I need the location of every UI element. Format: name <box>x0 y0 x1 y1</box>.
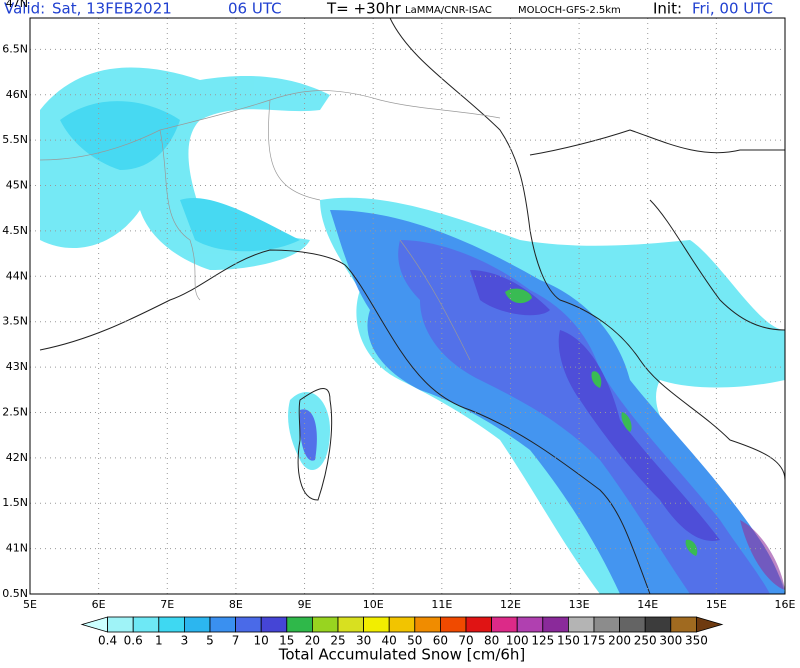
borders <box>39 90 501 361</box>
lat-label: 47N <box>6 0 28 10</box>
lon-label: 10E <box>363 598 384 611</box>
model: MOLOCH-GFS-2.5km <box>518 5 621 16</box>
init-label: Init: <box>653 0 682 18</box>
colorbar-label: 3 <box>181 634 189 648</box>
map-area <box>30 18 785 594</box>
colorbar-label: 1 <box>155 634 163 648</box>
colorbar-label: 300 <box>659 634 682 648</box>
lat-label: 44N <box>6 269 28 282</box>
colorbar-box <box>132 616 160 633</box>
colorbar-box <box>516 616 544 633</box>
lon-label: 5E <box>23 598 37 611</box>
colorbar-box <box>183 616 211 633</box>
lat-label: 6.5N <box>2 42 28 55</box>
colorbar-arrow <box>696 616 724 633</box>
colorbar-label: 7 <box>232 634 240 648</box>
lat-label: 1.5N <box>2 496 28 509</box>
lon-label: 7E <box>160 598 174 611</box>
institution: LaMMA/CNR-ISAC <box>405 5 492 16</box>
colorbar-label: 70 <box>458 634 473 648</box>
colorbar-box <box>363 616 390 633</box>
map-frame <box>29 17 786 595</box>
colorbar-box <box>311 616 339 633</box>
colorbar-label: 30 <box>356 634 371 648</box>
colorbar-box <box>542 616 569 633</box>
lat-label: 3.5N <box>2 315 28 328</box>
colorbar-box <box>414 616 441 633</box>
lead-time: T= +30hr <box>326 0 402 18</box>
colorbar-label: 20 <box>305 634 320 648</box>
valid-date: Sat, 13FEB2021 <box>52 0 172 18</box>
colorbar-label: 0.6 <box>124 634 143 648</box>
snow-field <box>40 67 785 594</box>
init-time: Fri, 00 UTC <box>692 0 773 18</box>
colorbar-label: 5 <box>206 634 214 648</box>
colorbar-box <box>286 616 313 633</box>
colorbar-label: 350 <box>685 634 708 648</box>
colorbar-label: 25 <box>330 634 345 648</box>
colorbar-label: 15 <box>279 634 294 648</box>
lon-label: 9E <box>298 598 312 611</box>
colorbar-box <box>260 616 288 633</box>
colorbar-label: 50 <box>407 634 422 648</box>
lat-label: 4.5N <box>2 224 28 237</box>
lat-label: 43N <box>6 360 28 373</box>
colorbar-box <box>209 616 237 633</box>
lon-label: 12E <box>500 598 521 611</box>
colorbar-box <box>337 616 365 633</box>
colorbar-label: 125 <box>531 634 554 648</box>
colorbar-label: 0.4 <box>98 634 117 648</box>
colorbar-box <box>593 616 621 633</box>
colorbar-title: Total Accumulated Snow [cm/6h] <box>278 646 526 664</box>
lon-label: 11E <box>431 598 452 611</box>
lon-label: 8E <box>229 598 243 611</box>
colorbar-box <box>568 616 595 633</box>
lat-label: 41N <box>6 542 28 555</box>
colorbar-label: 80 <box>484 634 499 648</box>
colorbar-label: 40 <box>382 634 397 648</box>
axis-labels: 5E 6E 7E 8E 9E 10E 11E 12E 13E 14E 15E 16E 47N 6.5N 46… <box>2 0 795 611</box>
colorbar-arrow <box>80 616 108 633</box>
colorbar-box <box>235 616 262 633</box>
colorbar-box <box>158 616 185 633</box>
lon-label: 16E <box>775 598 796 611</box>
colorbar-label: 100 <box>506 634 529 648</box>
lon-label: 13E <box>569 598 590 611</box>
lat-label: 0.5N <box>2 587 28 600</box>
colorbar-box <box>439 616 467 633</box>
colorbar-box <box>619 616 646 633</box>
lat-label: 2.5N <box>2 405 28 418</box>
colorbar-label: 250 <box>634 634 657 648</box>
colorbar-label: 200 <box>608 634 631 648</box>
valid-time: 06 UTC <box>228 0 282 18</box>
colorbar-box <box>670 616 697 633</box>
lat-label: 45N <box>6 179 28 192</box>
coastline <box>39 18 785 594</box>
colorbar-label: 175 <box>583 634 606 648</box>
lat-label: 5.5N <box>2 133 28 146</box>
colorbar-box <box>491 616 518 633</box>
colorbar-label: 10 <box>254 634 269 648</box>
lon-label: 14E <box>637 598 658 611</box>
lon-label: 15E <box>706 598 727 611</box>
lat-label: 42N <box>6 451 28 464</box>
colorbar-label: 60 <box>433 634 448 648</box>
colorbar-box <box>644 616 672 633</box>
colorbar-box <box>465 616 493 633</box>
colorbar: 0.4 0.6 1 3 5 7 10 15 20 25 30 40 50 60 70 80 100 125 150 1… <box>80 616 724 648</box>
lat-label: 46N <box>6 88 28 101</box>
valid-label: Valid: <box>4 0 45 18</box>
graticule <box>30 18 785 594</box>
lon-label: 6E <box>92 598 106 611</box>
colorbar-box <box>388 616 416 633</box>
colorbar-box <box>107 616 134 633</box>
colorbar-label: 150 <box>557 634 580 648</box>
